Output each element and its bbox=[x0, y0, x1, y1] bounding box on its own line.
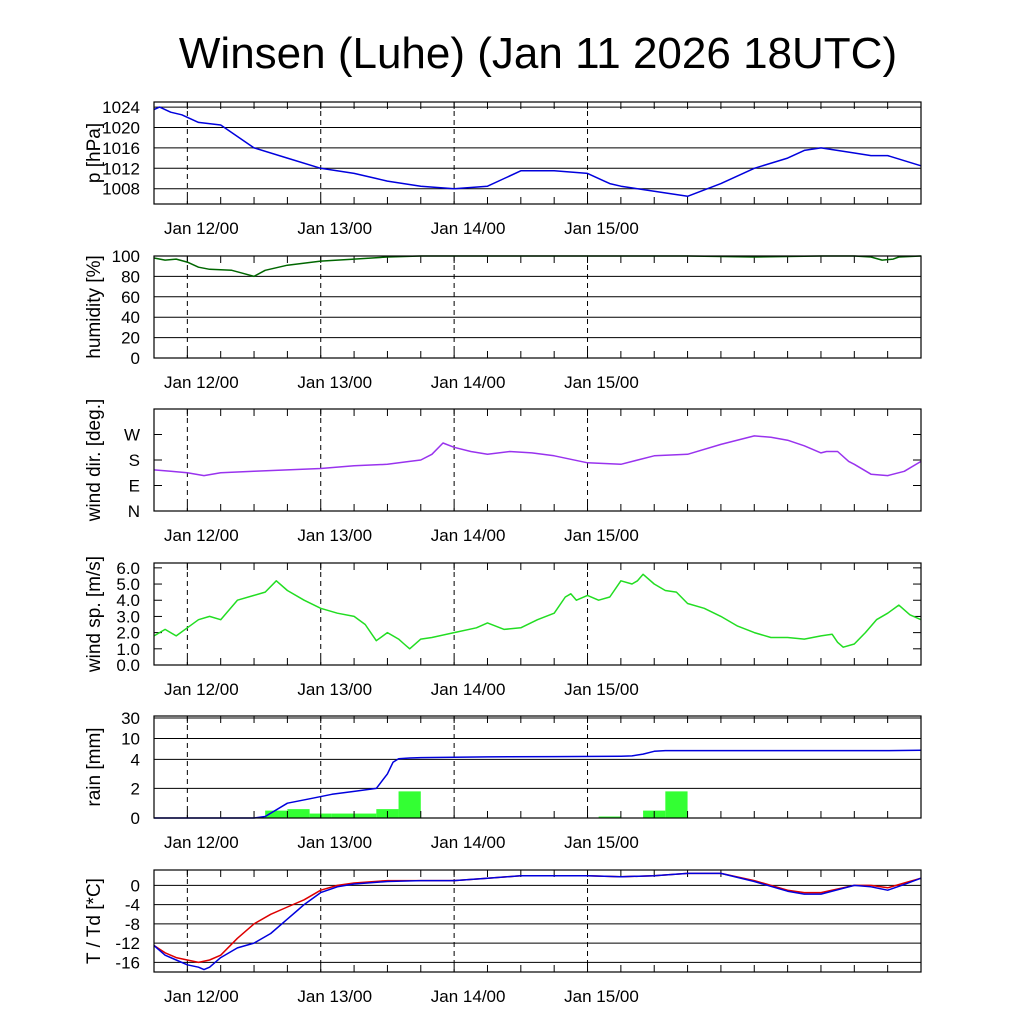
x-tick-label: Jan 12/00 bbox=[164, 219, 239, 238]
rain-bar bbox=[354, 813, 377, 818]
y-tick-label: 1012 bbox=[102, 159, 140, 178]
series-line bbox=[153, 872, 922, 964]
y-tick-label: 0 bbox=[131, 876, 140, 895]
y-tick-label: 100 bbox=[112, 247, 140, 266]
x-tick-label: Jan 15/00 bbox=[564, 833, 639, 852]
x-tick-label: Jan 15/00 bbox=[564, 680, 639, 699]
plot-frame bbox=[153, 869, 922, 973]
x-tick-label: Jan 14/00 bbox=[431, 987, 506, 1006]
y-tick-label: 6.0 bbox=[116, 559, 140, 578]
x-tick-label: Jan 14/00 bbox=[431, 219, 506, 238]
y-axis-label: T / Td [*C] bbox=[84, 878, 105, 964]
x-tick-label: Jan 14/00 bbox=[431, 833, 506, 852]
x-tick-label: Jan 12/00 bbox=[164, 987, 239, 1006]
x-tick-label: Jan 14/00 bbox=[431, 680, 506, 699]
y-axis-label: p [hPa] bbox=[84, 123, 105, 183]
y-tick-label: 2 bbox=[131, 779, 140, 798]
y-tick-label: 40 bbox=[121, 308, 140, 327]
y-tick-label: 0 bbox=[131, 349, 140, 368]
y-axis-label: wind dir. [deg.] bbox=[84, 399, 105, 523]
y-tick-label: 20 bbox=[121, 329, 140, 348]
plot-frame bbox=[153, 255, 922, 359]
y-tick-label: E bbox=[129, 477, 140, 496]
y-tick-label: 1008 bbox=[102, 180, 140, 199]
x-tick-label: Jan 13/00 bbox=[297, 680, 372, 699]
x-tick-label: Jan 12/00 bbox=[164, 373, 239, 392]
y-tick-label: 2.0 bbox=[116, 624, 140, 643]
chart-title: Winsen (Luhe) (Jan 11 2026 18UTC) bbox=[179, 29, 897, 78]
y-tick-label: S bbox=[129, 451, 140, 470]
y-tick-label: 1024 bbox=[102, 98, 140, 117]
series-line bbox=[153, 872, 922, 971]
y-tick-label: 0 bbox=[131, 809, 140, 828]
series-line bbox=[153, 435, 922, 477]
x-tick-label: Jan 15/00 bbox=[564, 219, 639, 238]
x-tick-label: Jan 15/00 bbox=[564, 987, 639, 1006]
x-tick-label: Jan 13/00 bbox=[297, 833, 372, 852]
plot-frame bbox=[153, 562, 922, 666]
y-tick-label: 10 bbox=[121, 729, 140, 748]
x-tick-label: Jan 15/00 bbox=[564, 373, 639, 392]
y-tick-label: 80 bbox=[121, 267, 140, 286]
series-line bbox=[153, 106, 922, 198]
series-line bbox=[153, 573, 922, 650]
x-tick-label: Jan 13/00 bbox=[297, 373, 372, 392]
rain-bar bbox=[398, 791, 421, 818]
rain-bar bbox=[265, 810, 288, 818]
y-tick-label: 0.0 bbox=[116, 656, 140, 675]
rain-bar bbox=[331, 813, 355, 818]
rain-bar bbox=[287, 809, 310, 818]
y-tick-label: 4.0 bbox=[116, 591, 140, 610]
panel-4: 0.01.02.03.04.05.06.0 Jan 12/00 Jan 13/00 J… bbox=[84, 556, 922, 699]
y-tick-label: 1020 bbox=[102, 119, 140, 138]
rain-bar bbox=[665, 791, 688, 818]
y-tick-label: N bbox=[128, 502, 140, 521]
x-tick-label: Jan 13/00 bbox=[297, 987, 372, 1006]
y-tick-label: 5.0 bbox=[116, 575, 140, 594]
y-tick-label: -12 bbox=[115, 934, 140, 953]
series-line bbox=[153, 255, 922, 278]
y-tick-label: 1016 bbox=[102, 139, 140, 158]
x-tick-label: Jan 14/00 bbox=[431, 373, 506, 392]
plot-frame bbox=[153, 715, 922, 819]
x-tick-label: Jan 12/00 bbox=[164, 526, 239, 545]
panel-6: -16-12-8-40 Jan 12/00 Jan 13/00 Jan 14/00 Ja… bbox=[84, 869, 922, 1006]
y-tick-label: 60 bbox=[121, 288, 140, 307]
x-tick-label: Jan 13/00 bbox=[297, 526, 372, 545]
plot-frame bbox=[153, 101, 922, 205]
plot-frame bbox=[153, 408, 922, 512]
x-tick-label: Jan 15/00 bbox=[564, 526, 639, 545]
y-tick-label: -16 bbox=[115, 953, 140, 972]
y-axis-label: humidity [%] bbox=[84, 255, 105, 358]
y-axis-label: rain [mm] bbox=[84, 727, 105, 806]
y-tick-label: 3.0 bbox=[116, 607, 140, 626]
x-tick-label: Jan 12/00 bbox=[164, 680, 239, 699]
y-tick-label: 30 bbox=[121, 709, 140, 728]
series-line bbox=[154, 749, 922, 819]
y-tick-label: -8 bbox=[125, 915, 140, 934]
x-tick-label: Jan 13/00 bbox=[297, 219, 372, 238]
y-tick-label: 4 bbox=[131, 750, 140, 769]
y-axis-label: wind sp. [m/s] bbox=[84, 556, 105, 673]
x-tick-label: Jan 14/00 bbox=[431, 526, 506, 545]
rain-bar bbox=[598, 816, 621, 818]
x-tick-label: Jan 12/00 bbox=[164, 833, 239, 852]
y-tick-label: W bbox=[124, 426, 140, 445]
y-tick-label: -4 bbox=[125, 896, 140, 915]
y-tick-label: 1.0 bbox=[116, 640, 140, 659]
